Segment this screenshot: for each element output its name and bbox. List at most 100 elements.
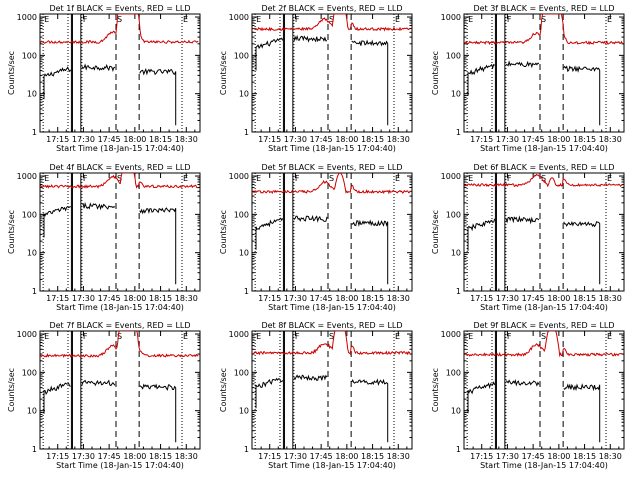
x-axis-label: Start Time (18-Jan-15 17:04:40) [56,461,184,470]
y-tick-label: 100 [234,210,249,219]
lld-series-line [464,173,623,188]
y-tick-label: 10 [239,249,249,258]
y-tick-label: 1 [456,287,461,296]
x-tick-label: 18:15 [361,294,384,303]
y-tick-label: 1000 [17,330,37,339]
x-tick-label: 18:30 [175,135,198,144]
x-tick-label: 18:00 [123,294,146,303]
y-tick-label: 10 [451,90,461,99]
x-tick-label: 17:15 [46,135,69,144]
panel-9: Det 9f BLACK = Events, RED = LLD 1 10 100 10… [431,321,625,470]
x-axis-label: Start Time (18-Jan-15 17:04:40) [480,303,608,312]
y-tick-label: 1000 [17,13,37,22]
panel-7: Det 7f BLACK = Events, RED = LLD 1 10 100 10… [7,321,201,470]
y-tick-label: 1000 [229,172,249,181]
events-series-line [255,37,284,71]
x-axis-label: Start Time (18-Jan-15 17:04:40) [480,144,608,153]
y-axis-label: Counts/sec [431,368,440,412]
x-axis-label: Start Time (18-Jan-15 17:04:40) [268,144,396,153]
plot-frame [463,172,625,292]
x-tick-label: 17:30 [496,135,519,144]
x-tick-label: 17:45 [98,135,121,144]
events-series-line [255,217,284,250]
panel-6: Det 6f BLACK = Events, RED = LLD 1 10 100 10… [431,163,625,312]
event-marker-letter: E [395,332,400,341]
event-marker-letter: S [541,174,546,183]
event-marker-letter: F [83,15,88,24]
x-tick-label: 18:30 [599,135,622,144]
events-series-line [255,377,284,409]
y-tick-label: 1000 [229,330,249,339]
events-series-line [563,383,601,443]
events-series-line [467,381,496,414]
x-tick-label: 18:30 [175,452,198,461]
x-tick-label: 17:45 [310,452,333,461]
event-marker-letter: E [607,332,612,341]
event-marker-letter: E [183,15,188,24]
event-marker-letter: E [44,15,49,24]
x-tick-label: 17:15 [470,135,493,144]
event-marker-letter: S [329,174,334,183]
lld-series-line [40,331,199,358]
x-tick-label: 17:15 [470,452,493,461]
y-tick-label: 100 [22,368,37,377]
x-tick-label: 18:15 [149,452,172,461]
y-axis-label: Counts/sec [7,210,16,254]
y-tick-label: 1 [32,128,37,137]
event-marker-letter: E [607,174,612,183]
x-tick-label: 18:15 [361,452,384,461]
event-marker-letter: F [295,174,300,183]
events-series-line [467,63,496,96]
events-series-line [43,205,71,238]
y-axis-label: Counts/sec [219,210,228,254]
events-series-line [81,201,116,211]
y-tick-label: 100 [22,210,37,219]
y-tick-label: 1 [244,128,249,137]
x-tick-label: 18:00 [547,452,570,461]
events-series-line [563,65,601,126]
y-tick-label: 1 [456,445,461,454]
event-marker-letter: F [83,174,88,183]
lld-series-line [464,331,623,358]
panel-5: Det 5f BLACK = Events, RED = LLD 1 10 100 10… [219,163,413,312]
events-series-line [43,382,71,414]
events-series-line [139,383,177,443]
x-tick-label: 18:15 [573,294,596,303]
event-marker-letter: E [607,15,612,24]
y-tick-label: 1 [32,287,37,296]
event-marker-letter: E [44,174,49,183]
events-series-line [139,207,177,285]
event-marker-letter: F [507,15,512,24]
panel-title: Det 4f BLACK = Events, RED = LLD [49,163,190,172]
x-tick-label: 17:15 [258,452,281,461]
x-tick-label: 18:15 [149,294,172,303]
x-tick-label: 17:15 [46,294,69,303]
plot-frame [251,13,413,133]
panel-8: Det 8f BLACK = Events, RED = LLD 1 10 100 10… [219,321,413,470]
y-tick-label: 1000 [441,172,461,181]
y-axis-label: Counts/sec [219,51,228,95]
y-tick-label: 1 [244,287,249,296]
x-tick-label: 17:30 [284,135,307,144]
x-tick-label: 18:00 [547,294,570,303]
x-tick-label: 17:30 [72,452,95,461]
plot-frame [251,330,413,450]
events-series-line [293,374,328,382]
lld-series-line [40,14,199,45]
y-tick-label: 100 [234,51,249,60]
x-tick-label: 18:00 [335,452,358,461]
panel-4: Det 4f BLACK = Events, RED = LLD 1 10 100 10… [7,163,201,312]
events-series-line [467,218,496,251]
x-tick-label: 17:45 [310,294,333,303]
panel-title: Det 5f BLACK = Events, RED = LLD [261,163,402,172]
plot-frame [463,330,625,450]
x-tick-label: 17:30 [496,452,519,461]
x-tick-label: 17:15 [258,135,281,144]
lld-series-line [252,331,411,356]
x-tick-label: 17:45 [522,135,545,144]
event-marker-letter: E [256,15,261,24]
x-tick-label: 17:30 [284,452,307,461]
event-marker-letter: E [183,174,188,183]
panel-title: Det 6f BLACK = Events, RED = LLD [473,163,614,172]
